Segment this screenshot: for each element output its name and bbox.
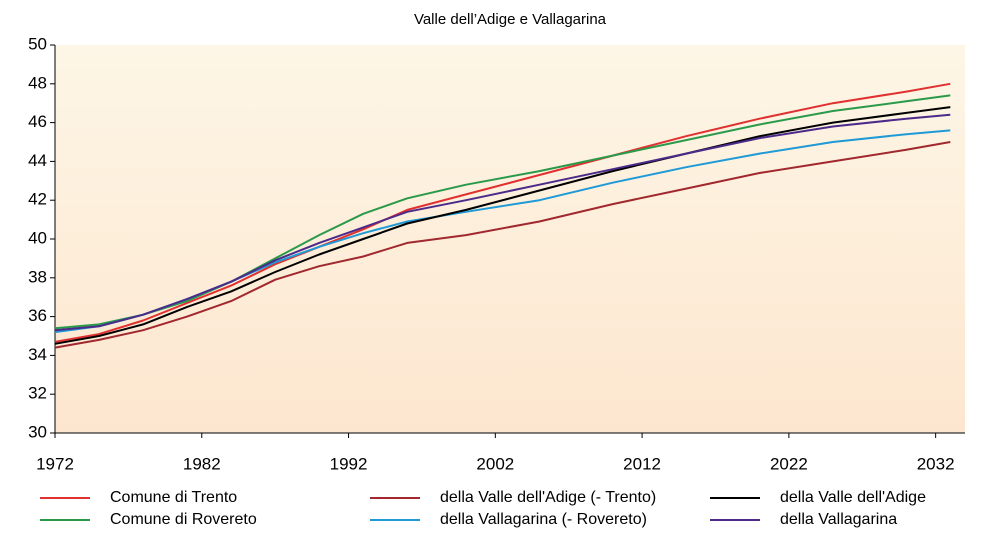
legend-label: della Vallagarina (- Rovereto) <box>440 511 647 528</box>
y-tick-label: 48 <box>28 73 47 92</box>
x-tick-label: 2012 <box>623 454 661 473</box>
y-tick-label: 46 <box>28 112 47 131</box>
chart-title: Valle dell’Adige e Vallagarina <box>414 11 607 28</box>
legend-label: Comune di Rovereto <box>110 511 257 528</box>
legend-label: della Vallagarina <box>780 511 897 528</box>
y-tick-label: 50 <box>28 34 47 53</box>
y-tick-label: 40 <box>28 228 47 247</box>
legend-label: Comune di Trento <box>110 489 237 506</box>
y-tick-label: 34 <box>28 345 47 364</box>
y-tick-label: 36 <box>28 306 47 325</box>
y-tick-label: 42 <box>28 190 47 209</box>
y-tick-label: 38 <box>28 267 47 286</box>
series-line <box>54 94 951 330</box>
x-tick-label: 1982 <box>183 454 221 473</box>
series-line <box>54 82 951 343</box>
legend-label: della Valle dell'Adige (- Trento) <box>440 489 656 506</box>
x-tick-label: 2032 <box>917 454 955 473</box>
series-line <box>54 141 951 349</box>
y-tick-label: 44 <box>28 151 47 170</box>
y-tick-label: 30 <box>28 422 47 441</box>
x-tick-label: 2002 <box>476 454 514 473</box>
series-line <box>54 106 951 345</box>
series-line <box>54 113 951 332</box>
x-tick-label: 1992 <box>330 454 368 473</box>
x-tick-label: 2022 <box>770 454 808 473</box>
plot-area <box>55 45 965 433</box>
y-tick-label: 32 <box>28 384 47 403</box>
legend-label: della Valle dell'Adige <box>780 489 926 506</box>
x-tick-label: 1972 <box>36 454 74 473</box>
